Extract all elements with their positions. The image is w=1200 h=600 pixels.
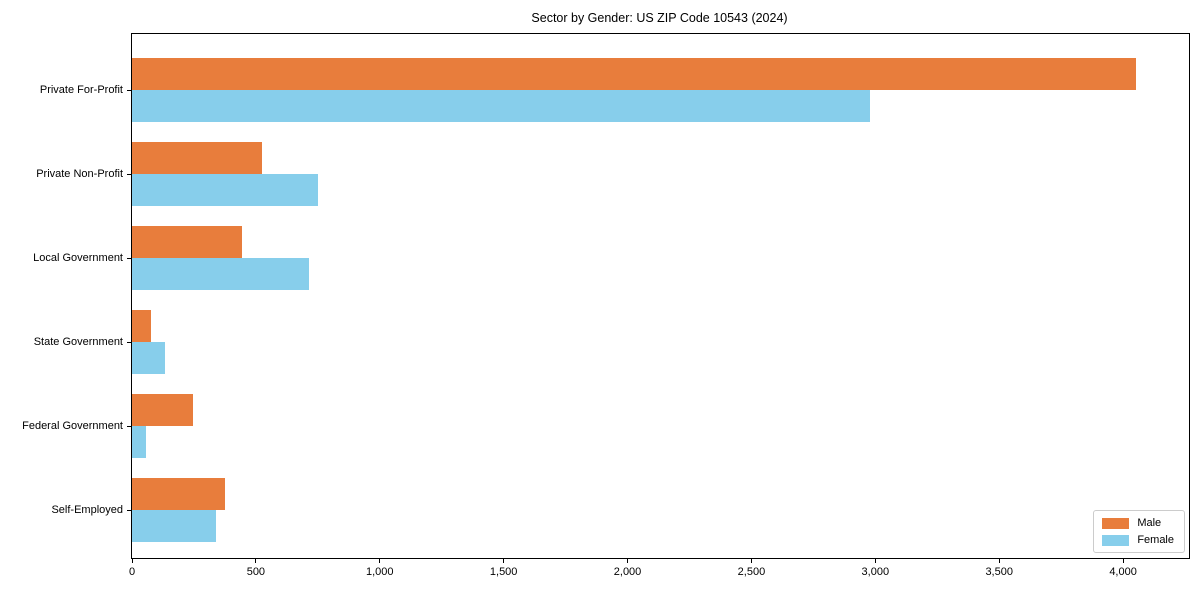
x-axis-tick-label: 1,500 — [489, 566, 518, 578]
y-axis-label: Self-Employed — [51, 504, 123, 516]
bar-male-3 — [132, 226, 243, 258]
bar-female-5 — [132, 426, 147, 458]
x-axis-tick — [874, 559, 876, 563]
bar-female-4 — [132, 342, 166, 374]
x-axis-tick-label: 4,000 — [1109, 566, 1137, 578]
y-axis-tick — [127, 257, 131, 259]
x-axis-tick — [750, 559, 752, 563]
y-axis-tick — [127, 509, 131, 511]
x-axis-tick-label: 1,000 — [366, 566, 394, 578]
legend-item-female: Female — [1102, 534, 1174, 546]
y-axis-tick — [127, 341, 131, 343]
x-axis-tick — [503, 559, 505, 563]
y-axis-label: Private For-Profit — [39, 84, 123, 96]
x-axis-tick — [1122, 559, 1124, 563]
x-axis-tick-label: 2,500 — [737, 566, 766, 578]
bar-male-1 — [132, 58, 1136, 90]
y-axis-tick — [127, 173, 131, 175]
x-axis-tick-label: 3,500 — [985, 566, 1013, 578]
x-axis-tick — [379, 559, 381, 563]
y-axis-label: Local Government — [33, 252, 123, 264]
bar-male-5 — [132, 394, 193, 426]
x-axis-tick-label: 0 — [128, 566, 136, 578]
y-axis-label: Federal Government — [22, 420, 123, 432]
y-axis-tick — [127, 89, 131, 91]
chart-title: Sector by Gender: US ZIP Code 10543 (202… — [531, 11, 788, 25]
legend-label-female: Female — [1137, 534, 1174, 546]
bar-female-3 — [132, 258, 310, 290]
x-axis-tick-label: 3,000 — [861, 566, 890, 578]
bar-female-1 — [132, 90, 871, 122]
y-axis-tick — [127, 425, 131, 427]
plot-area: Male Female Private For-Profit Private No… — [22, 33, 1190, 578]
bar-male-4 — [132, 310, 152, 342]
female-series-swatch — [1102, 534, 1130, 546]
x-axis-tick-label: 500 — [246, 566, 266, 578]
legend: Male Female — [1093, 510, 1185, 553]
bar-female-2 — [132, 174, 318, 206]
bar-male-2 — [132, 142, 263, 174]
male-series-swatch — [1102, 517, 1130, 529]
x-axis-tick — [627, 559, 629, 563]
legend-label-male: Male — [1137, 517, 1162, 529]
y-axis-label: Private Non-Profit — [36, 168, 123, 180]
x-axis-tick — [131, 559, 133, 563]
x-axis-tick — [998, 559, 1000, 563]
bar-female-6 — [132, 510, 217, 542]
bar-male-6 — [132, 478, 225, 510]
x-axis-tick — [255, 559, 257, 563]
y-axis-label: State Government — [33, 336, 123, 348]
legend-item-male: Male — [1102, 517, 1174, 529]
x-axis-tick-label: 2,000 — [613, 566, 642, 578]
